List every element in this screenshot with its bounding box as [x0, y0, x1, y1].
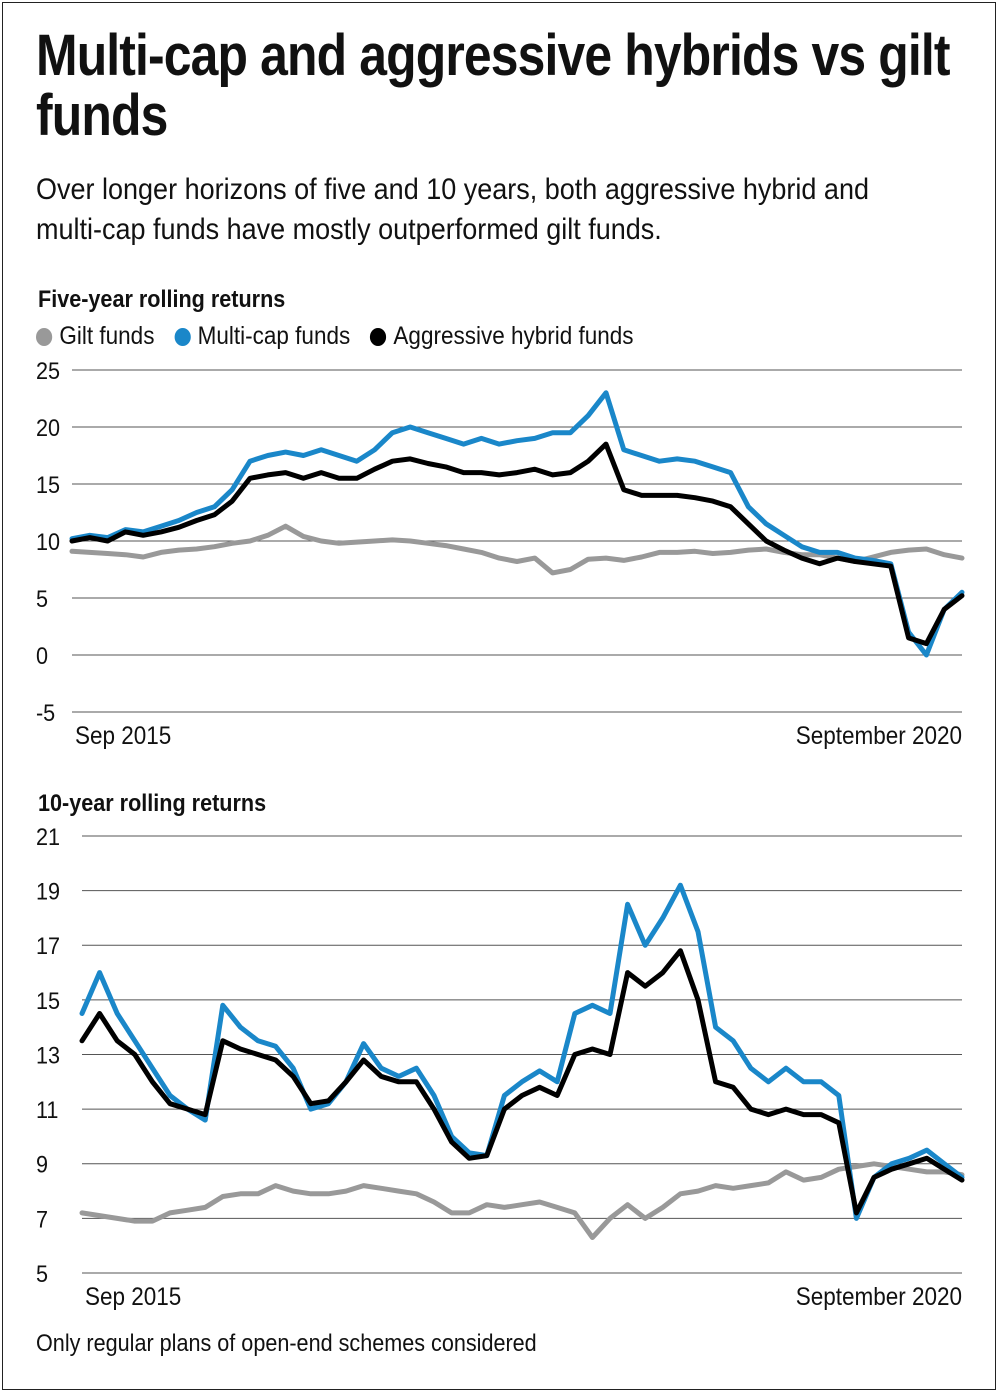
five-year-y-tick-label: 0	[36, 642, 48, 669]
five-year-y-tick-label: 20	[36, 414, 60, 441]
five-year-y-tick-label: 5	[36, 585, 48, 612]
legend-label-multicap: Multi-cap funds	[197, 322, 351, 350]
legend: Gilt funds Multi-cap funds Aggressive hy…	[36, 322, 634, 351]
legend-item-multicap: Multi-cap funds	[174, 322, 350, 351]
ten-year-series-line-aggressive-hybrid-funds	[79, 948, 965, 1216]
ten-year-y-tick-label: 5	[36, 1260, 48, 1287]
five-year-y-tick-label: 15	[36, 471, 60, 498]
legend-label-hybrid: Aggressive hybrid funds	[393, 322, 634, 350]
legend-item-hybrid: Aggressive hybrid funds	[370, 322, 634, 351]
ten-year-rolling-returns-chart: 21 19 17 15 13 11 9 7 5 Sep 2015 September 2020	[36, 825, 965, 1311]
five-year-series-line-aggressive-hybrid-funds	[69, 441, 965, 647]
legend-swatch-multicap	[174, 327, 191, 346]
footnote: Only regular plans of open-end schemes c…	[36, 1330, 537, 1357]
five-year-x-start-label: Sep 2015	[75, 722, 171, 750]
five-year-y-tick-label: 10	[36, 528, 60, 555]
ten-year-y-tick-label: 9	[36, 1151, 48, 1178]
ten-year-y-tick-label: 13	[36, 1041, 60, 1068]
ten-year-series-line-gilt-funds	[79, 1161, 965, 1240]
five-year-x-end-label: September 2020	[796, 722, 962, 750]
ten-year-x-start-label: Sep 2015	[85, 1283, 181, 1311]
ten-year-y-tick-label: 21	[36, 825, 60, 850]
five-year-y-tick-label: -5	[36, 699, 55, 726]
chart-title: Multi-cap and aggressive hybrids vs gilt…	[36, 23, 950, 148]
ten-year-y-tick-label: 19	[36, 878, 60, 905]
legend-swatch-gilt	[36, 327, 53, 346]
ten-year-series-line-multi-cap-funds	[79, 882, 965, 1221]
ten-year-y-tick-label: 15	[36, 987, 60, 1014]
legend-label-gilt: Gilt funds	[59, 322, 155, 350]
five-year-chart-heading: Five-year rolling returns	[38, 286, 286, 313]
ten-year-y-tick-label: 11	[36, 1096, 58, 1123]
five-year-rolling-returns-chart: 25 20 15 10 5 0 -5 Sep 2015 September 2020	[36, 360, 965, 750]
legend-item-gilt: Gilt funds	[36, 322, 154, 351]
ten-year-y-tick-label: 7	[36, 1205, 48, 1232]
ten-year-chart-heading: 10-year rolling returns	[38, 790, 267, 817]
ten-year-y-tick-label: 17	[36, 932, 60, 959]
chart-subtitle: Over longer horizons of five and 10 year…	[36, 173, 869, 246]
five-year-y-tick-label: 25	[36, 360, 60, 384]
five-year-series-line-gilt-funds	[69, 523, 965, 576]
five-year-series-line-multi-cap-funds	[69, 390, 965, 658]
ten-year-x-end-label: September 2020	[796, 1283, 962, 1311]
legend-swatch-hybrid	[370, 327, 387, 346]
